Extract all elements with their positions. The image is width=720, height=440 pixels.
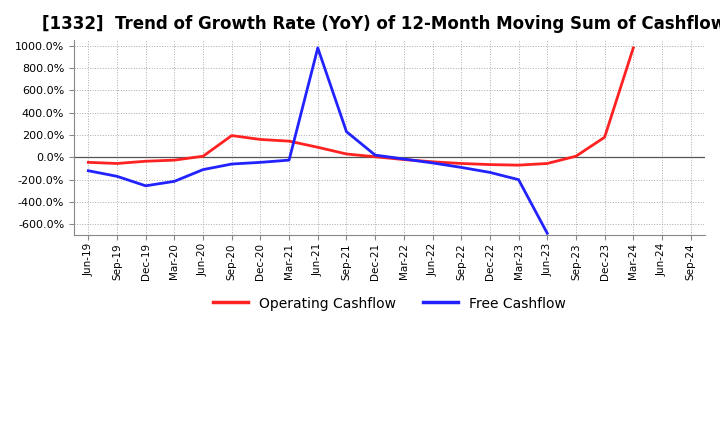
Title: [1332]  Trend of Growth Rate (YoY) of 12-Month Moving Sum of Cashflows: [1332] Trend of Growth Rate (YoY) of 12-… [42, 15, 720, 33]
Legend: Operating Cashflow, Free Cashflow: Operating Cashflow, Free Cashflow [207, 291, 572, 316]
